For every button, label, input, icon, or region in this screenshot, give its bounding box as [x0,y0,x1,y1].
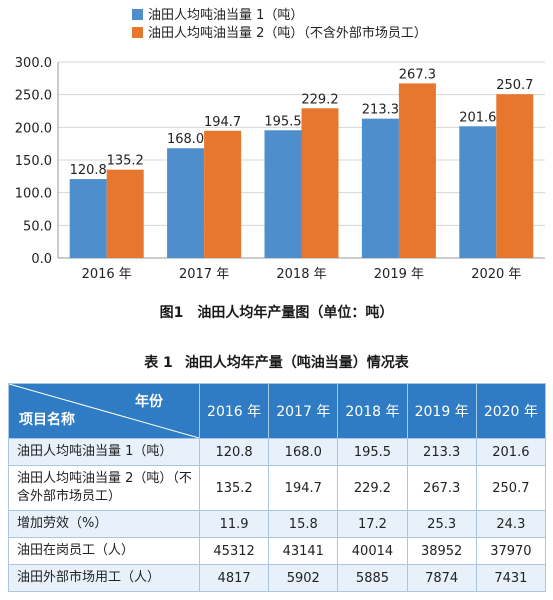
row-name: 油田人均吨油当量 2（吨）（不含外部市场员工） [8,465,200,511]
bar-series-1 [361,118,399,258]
legend-label: 油田人均吨油当量 1（吨） [148,8,303,23]
row-name: 油田在岗员工（人） [8,537,200,565]
corner-label-year: 年份 [135,394,163,410]
table-caption: 表 1 油田人均年产量（吨油当量）情况表 [0,352,553,372]
bar-series-1 [264,130,302,258]
corner-label-item: 项目名称 [19,412,75,428]
bar-series-2 [301,108,339,258]
row-name: 油田人均吨油当量 1（吨） [8,438,200,466]
table-corner-header: 年份 项目名称 [8,383,200,439]
y-axis-ticks: 0.0 50.0 100.0 150.0 200.0 250.0 300.0 [15,56,52,267]
y-tick-label: 300.0 [15,56,52,71]
table-cell: 25.3 [406,510,477,538]
table-row: 油田人均吨油当量 1（吨） 120.8 168.0 195.5 213.3 20… [8,438,547,466]
data-table: 年份 项目名称 2016 年 2017 年 2018 年 2019 年 2020… [8,383,547,592]
bar-value-label: 250.7 [496,78,533,93]
year-header: 2020 年 [475,383,547,439]
table-header-row: 年份 项目名称 2016 年 2017 年 2018 年 2019 年 2020… [8,383,547,439]
x-tick-label: 2017 年 [179,267,229,282]
table-row: 增加劳效（%） 11.9 15.8 17.2 25.3 24.3 [8,510,547,538]
row-name: 增加劳效（%） [8,510,200,538]
y-tick-label: 0.0 [31,252,52,267]
table-cell: 120.8 [198,438,270,466]
table-row: 油田在岗员工（人） 45312 43141 40014 38952 37970 [8,537,547,565]
x-tick-label: 2019 年 [374,267,424,282]
year-header: 2019 年 [406,383,477,439]
bar-series-1 [167,148,205,258]
table-cell: 37970 [475,537,547,565]
table-cell: 135.2 [198,465,270,511]
x-tick-label: 2020 年 [471,267,521,282]
table-cell: 168.0 [268,438,339,466]
x-tick-label: 2018 年 [276,267,326,282]
table-cell: 15.8 [268,510,339,538]
table-cell: 17.2 [337,510,408,538]
chart-legend: 油田人均吨油当量 1（吨） 油田人均吨油当量 2（吨）（不含外部市场员工） [132,8,427,41]
table-cell: 7874 [406,564,477,592]
table-cell: 45312 [198,537,270,565]
table-row: 油田外部市场用工（人） 4817 5902 5885 7874 7431 [8,564,547,592]
table-cell: 267.3 [406,465,477,511]
figure-caption: 图1 油田人均年产量图（单位：吨） [0,302,553,322]
x-tick-label: 2016 年 [82,267,132,282]
table-cell: 194.7 [268,465,339,511]
table-cell: 5885 [337,564,408,592]
table-cell: 213.3 [406,438,477,466]
table-cell: 250.7 [475,465,547,511]
bar-value-label: 229.2 [301,92,338,107]
table-cell: 201.6 [475,438,547,466]
legend-label: 油田人均吨油当量 2（吨）（不含外部市场员工） [148,25,427,41]
bar-chart: 油田人均吨油当量 1（吨） 油田人均吨油当量 2（吨）（不含外部市场员工） 120… [15,8,545,282]
bar-value-label: 195.5 [264,114,301,129]
legend-swatch [132,9,143,20]
table-cell: 5902 [268,564,339,592]
bar-series-1 [459,126,497,259]
bar-value-label: 213.3 [362,103,399,118]
table-caption-text: 油田人均年产量（吨油当量）情况表 [184,355,409,371]
bar-value-label: 201.6 [459,110,496,125]
table-cell: 195.5 [337,438,408,466]
figure-number: 图1 [159,305,184,321]
table-row: 油田人均吨油当量 2（吨）（不含外部市场员工） 135.2 194.7 229.… [8,465,547,511]
table-cell: 229.2 [337,465,408,511]
bar-series-1 [69,179,107,258]
year-header: 2017 年 [268,383,339,439]
year-header: 2016 年 [198,383,270,439]
y-tick-label: 50.0 [23,219,52,234]
table-cell: 24.3 [475,510,547,538]
year-header: 2018 年 [337,383,408,439]
y-tick-label: 250.0 [15,89,52,104]
figure-caption-text: 油田人均年产量图（单位：吨） [197,305,394,321]
y-tick-label: 100.0 [15,187,52,202]
bar-series-2 [398,83,436,258]
table-cell: 40014 [337,537,408,565]
row-name: 油田外部市场用工（人） [8,564,200,592]
legend-swatch [132,27,143,38]
table-cell: 11.9 [198,510,270,538]
table-number: 表 1 [144,355,173,371]
bar-value-label: 135.2 [107,154,144,169]
bar-value-label: 194.7 [204,115,241,130]
bar-series-2 [106,169,144,258]
y-tick-label: 200.0 [15,121,52,136]
y-tick-label: 150.0 [15,154,52,169]
table-cell: 38952 [406,537,477,565]
bar-series-2 [204,130,242,258]
table-cell: 4817 [198,564,270,592]
x-axis-ticks: 2016 年 2017 年 2018 年 2019 年 2020 年 [82,267,522,282]
table-cell: 7431 [475,564,547,592]
bar-value-label: 120.8 [70,163,107,178]
bar-series-2 [496,94,534,258]
bar-value-label: 267.3 [399,67,436,82]
bar-value-label: 168.0 [167,132,204,147]
table-cell: 43141 [268,537,339,565]
diagonal-divider [9,384,199,438]
